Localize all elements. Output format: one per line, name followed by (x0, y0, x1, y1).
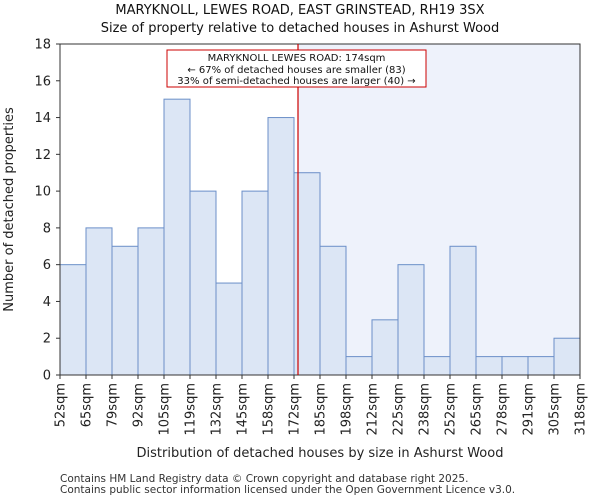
bar-52sqm (59, 264, 87, 376)
chart-subtitle: Size of property relative to detached ho… (100, 21, 500, 36)
x-tick-label: 105sqm (158, 383, 173, 436)
x-tick-label: 252sqm (444, 383, 459, 436)
bar-158sqm (267, 117, 295, 376)
x-tick-label: 291sqm (522, 383, 537, 436)
y-tick-label: 2 (43, 332, 51, 347)
y-tick-label: 6 (43, 258, 51, 273)
x-tick-label: 225sqm (392, 383, 407, 436)
bar-119sqm (189, 190, 217, 376)
bar-265sqm (475, 356, 503, 376)
footer-line-2: Contains public sector information licen… (60, 484, 516, 496)
bar-225sqm (397, 264, 425, 376)
annotation-line-1: MARYKNOLL LEWES ROAD: 174sqm (208, 53, 386, 64)
bar-79sqm (111, 245, 139, 376)
bar-105sqm (163, 98, 191, 376)
x-tick-label: 318sqm (574, 383, 589, 436)
bar-145sqm (241, 190, 269, 376)
x-tick-label: 52sqm (54, 383, 69, 427)
x-tick-label: 65sqm (80, 383, 95, 427)
y-tick-label: 12 (34, 148, 51, 163)
x-tick-label: 198sqm (340, 383, 355, 436)
x-tick-label: 119sqm (184, 383, 199, 436)
y-tick-label: 18 (34, 38, 51, 53)
x-tick-label: 305sqm (548, 383, 563, 436)
bar-198sqm (345, 356, 373, 376)
y-tick-label: 14 (34, 111, 51, 126)
bar-92sqm (137, 227, 165, 376)
x-tick-label: 172sqm (288, 383, 303, 436)
y-tick-label: 8 (43, 221, 51, 236)
y-tick-label: 4 (43, 295, 51, 310)
x-tick-label: 92sqm (132, 383, 147, 427)
bar-291sqm (527, 356, 555, 376)
x-tick-label: 278sqm (496, 383, 511, 436)
y-tick-label: 16 (34, 74, 51, 89)
footer-line-1: Contains HM Land Registry data © Crown c… (60, 473, 469, 485)
x-tick-label: 132sqm (210, 383, 225, 436)
x-tick-label: 158sqm (262, 383, 277, 436)
y-tick-label: 10 (34, 185, 51, 200)
bar-212sqm (371, 319, 399, 376)
bar-278sqm (501, 356, 529, 376)
bar-chart: 52sqm 65sqm 79sqm 92sqm 105sqm 119sqm 132sqm 14… (2, 38, 589, 462)
annotation-box: MARYKNOLL LEWES ROAD: 174sqm ← 67% of de… (166, 49, 427, 88)
bar-305sqm (553, 337, 581, 376)
y-axis-label: Number of detached properties (2, 107, 17, 312)
bar-65sqm (85, 227, 113, 376)
bar-132sqm (215, 282, 243, 376)
x-tick-label: 79sqm (106, 383, 121, 427)
bar-252sqm (449, 245, 477, 376)
annotation-line-3: 33% of semi-detached houses are larger (… (177, 76, 415, 87)
x-tick-label: 185sqm (314, 383, 329, 436)
x-tick-label: 145sqm (236, 383, 251, 436)
bar-238sqm (423, 356, 451, 376)
x-axis-label: Distribution of detached houses by size … (137, 446, 504, 461)
x-tick-label: 265sqm (470, 383, 485, 436)
annotation-line-2: ← 67% of detached houses are smaller (83… (187, 65, 405, 76)
chart-title: MARYKNOLL, LEWES ROAD, EAST GRINSTEAD, R… (115, 3, 485, 18)
bar-185sqm (319, 245, 347, 376)
y-tick-label: 0 (43, 369, 51, 384)
x-tick-label: 238sqm (418, 383, 433, 436)
x-tick-label: 212sqm (366, 383, 381, 436)
